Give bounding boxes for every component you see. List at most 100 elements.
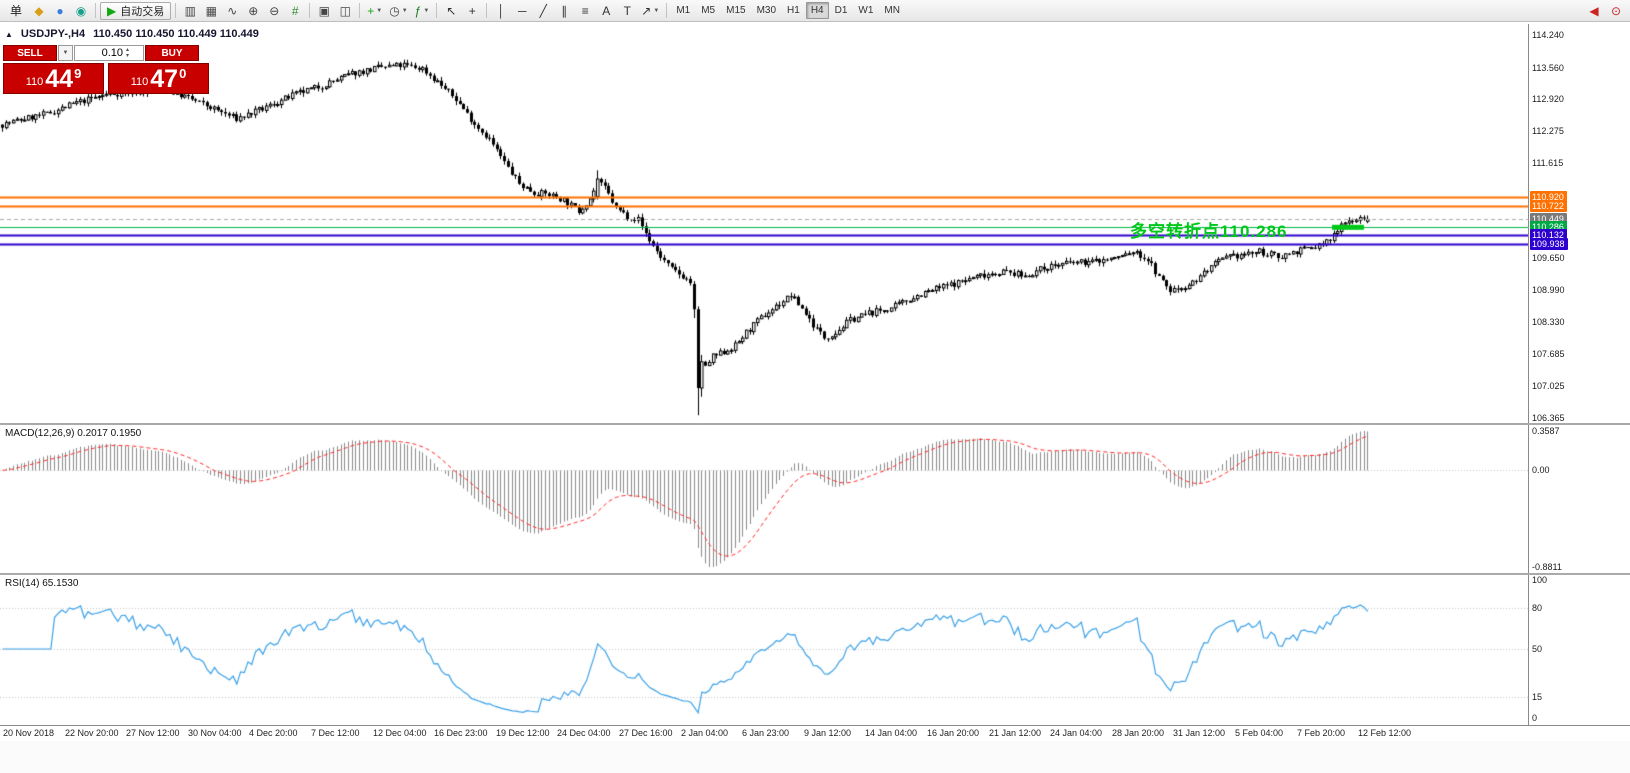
channel-button[interactable]: ∥ bbox=[554, 2, 574, 20]
axis-border bbox=[1528, 24, 1529, 725]
symbol-marker-icon: ▲ bbox=[5, 30, 13, 39]
main-toolbar: 单 ◆ ● ◉ ▶ 自动交易 ▥ ▦ ∿ ⊕ ⊖ # ▣ ◫ + ▼ ◷ ▼ ƒ ▼ … bbox=[0, 0, 1630, 22]
market-watch-icon: ● bbox=[56, 3, 64, 18]
hline-button[interactable]: ─ bbox=[512, 2, 532, 20]
timeframe-m30-button[interactable]: M30 bbox=[752, 2, 781, 19]
chevron-down-icon: ▼ bbox=[62, 50, 69, 56]
arrows-icon: ↗ bbox=[641, 3, 652, 18]
sell-price-big: 44 bbox=[45, 65, 74, 93]
volume-spinner[interactable]: ▴ ▾ bbox=[126, 47, 129, 59]
time-label: 5 Feb 04:00 bbox=[1235, 728, 1284, 738]
vline-button[interactable]: │ bbox=[491, 2, 511, 20]
cascade-windows-icon: ◫ bbox=[339, 3, 351, 18]
trendline-button[interactable]: ╱ bbox=[533, 2, 553, 20]
price-tick: 107.685 bbox=[1532, 349, 1565, 359]
indicators-dropdown-button[interactable]: ƒ ▼ bbox=[412, 2, 433, 20]
price-tick: 107.025 bbox=[1532, 381, 1565, 391]
timeframe-group: M1 M5 M15 M30 H1 H4 D1 W1 MN bbox=[671, 2, 905, 19]
new-order-icon: ◆ bbox=[34, 3, 44, 18]
fibonacci-button[interactable]: ≡ bbox=[575, 2, 595, 20]
rsi-axis-label: 15 bbox=[1532, 692, 1543, 702]
text-button[interactable]: A bbox=[596, 2, 616, 20]
text-icon: A bbox=[602, 3, 611, 18]
time-label: 30 Nov 04:00 bbox=[188, 728, 242, 738]
time-label: 24 Jan 04:00 bbox=[1050, 728, 1103, 738]
rsi-canvas[interactable] bbox=[0, 575, 1528, 723]
timeframe-h1-button[interactable]: H1 bbox=[782, 2, 805, 19]
indicators-icon: ƒ bbox=[414, 3, 422, 18]
toolbar-separator bbox=[486, 3, 488, 18]
timeframe-d1-button[interactable]: D1 bbox=[830, 2, 853, 19]
volume-input[interactable] bbox=[75, 47, 123, 59]
line-chart-icon: ∿ bbox=[227, 3, 238, 18]
arrows-dropdown-button[interactable]: ↗ ▼ bbox=[638, 2, 662, 20]
period-dropdown-button[interactable]: ◷ ▼ bbox=[386, 2, 410, 20]
price-tick: 108.990 bbox=[1532, 285, 1565, 295]
magnifier-button[interactable]: ⊙ bbox=[1606, 2, 1626, 20]
spinner-down-icon[interactable]: ▾ bbox=[126, 53, 130, 59]
cascade-windows-button[interactable]: ◫ bbox=[335, 2, 355, 20]
autotrading-button[interactable]: ▶ 自动交易 bbox=[100, 1, 172, 20]
new-chart-button[interactable]: + ▼ bbox=[364, 2, 385, 20]
rsi-label: RSI(14) 65.1530 bbox=[5, 578, 79, 589]
macd-axis-label: 0.3587 bbox=[1532, 426, 1560, 436]
trendline-icon: ╱ bbox=[539, 3, 547, 18]
price-chart-canvas[interactable] bbox=[0, 24, 1528, 423]
help-button[interactable]: ◉ bbox=[71, 2, 91, 20]
grid-button[interactable]: # bbox=[285, 2, 305, 20]
toolbar-separator bbox=[175, 3, 177, 18]
time-label: 7 Dec 12:00 bbox=[311, 728, 360, 738]
chart-candles-button[interactable]: ▦ bbox=[201, 2, 221, 20]
chart-bars-button[interactable]: ▥ bbox=[180, 2, 200, 20]
pivot-annotation: 多空转折点110.286 bbox=[1130, 222, 1288, 241]
zoom-out-icon: ⊖ bbox=[269, 3, 280, 18]
zoom-in-button[interactable]: ⊕ bbox=[243, 2, 263, 20]
tile-windows-button[interactable]: ▣ bbox=[314, 2, 334, 20]
sell-button[interactable]: SELL bbox=[3, 45, 57, 61]
cursor-button[interactable]: ↖ bbox=[441, 2, 461, 20]
macd-axis-label: 0.00 bbox=[1532, 465, 1550, 475]
crosshair-button[interactable]: + bbox=[462, 2, 482, 20]
timeframe-m1-button[interactable]: M1 bbox=[671, 2, 695, 19]
bottom-strip bbox=[0, 741, 1630, 773]
timeframe-m15-button[interactable]: M15 bbox=[721, 2, 750, 19]
time-label: 12 Dec 04:00 bbox=[373, 728, 427, 738]
chart-line-button[interactable]: ∿ bbox=[222, 2, 242, 20]
ohlc-values: 110.450 110.450 110.449 110.449 bbox=[93, 28, 259, 40]
spinner-up-icon[interactable]: ▴ bbox=[126, 47, 130, 53]
buy-button[interactable]: BUY bbox=[145, 45, 199, 61]
rsi-axis[interactable]: 100 80 50 15 0 bbox=[1529, 575, 1630, 723]
label-button[interactable]: T bbox=[617, 2, 637, 20]
zoom-in-icon: ⊕ bbox=[248, 3, 259, 18]
buy-price-box[interactable]: 110 47 0 bbox=[108, 63, 209, 94]
zoom-out-button[interactable]: ⊖ bbox=[264, 2, 284, 20]
timeframe-w1-button[interactable]: W1 bbox=[853, 2, 878, 19]
timeframe-mn-button[interactable]: MN bbox=[879, 2, 905, 19]
time-label: 28 Jan 20:00 bbox=[1112, 728, 1165, 738]
channel-icon: ∥ bbox=[561, 3, 568, 18]
new-order-button[interactable]: ◆ bbox=[29, 2, 49, 20]
price-tick: 114.240 bbox=[1532, 30, 1564, 40]
price-tick: 112.275 bbox=[1532, 126, 1564, 136]
scroll-left-button[interactable]: ◀ bbox=[1584, 2, 1604, 20]
time-label: 14 Jan 04:00 bbox=[865, 728, 918, 738]
price-tick: 108.330 bbox=[1532, 317, 1565, 327]
toolbar-separator bbox=[359, 3, 361, 18]
macd-canvas[interactable] bbox=[0, 425, 1528, 573]
menu-label[interactable]: 单 bbox=[10, 4, 23, 18]
hline-icon: ─ bbox=[518, 3, 527, 18]
chevron-down-icon: ▼ bbox=[653, 7, 660, 14]
new-chart-icon: + bbox=[367, 3, 375, 18]
time-axis[interactable]: 20 Nov 2018 22 Nov 20:00 27 Nov 12:00 30 No… bbox=[0, 726, 1528, 741]
order-type-dropdown[interactable]: ▼ bbox=[58, 45, 73, 61]
sell-price-box[interactable]: 110 44 9 bbox=[3, 63, 104, 94]
price-axis[interactable]: 114.240 113.560 112.920 112.275 111.615 109.6… bbox=[1529, 24, 1630, 423]
timeframe-m5-button[interactable]: M5 bbox=[696, 2, 720, 19]
panel-separator[interactable] bbox=[0, 423, 1630, 425]
timeframe-h4-button[interactable]: H4 bbox=[805, 2, 829, 19]
macd-axis[interactable]: 0.3587 0.00 -0.8811 bbox=[1529, 425, 1630, 573]
market-watch-button[interactable]: ● bbox=[50, 2, 70, 20]
macd-label: MACD(12,26,9) 0.2017 0.1950 bbox=[5, 428, 142, 439]
chart-window: 114.240 113.560 112.920 112.275 111.615 109.6… bbox=[0, 22, 1630, 773]
panel-separator[interactable] bbox=[0, 573, 1630, 575]
